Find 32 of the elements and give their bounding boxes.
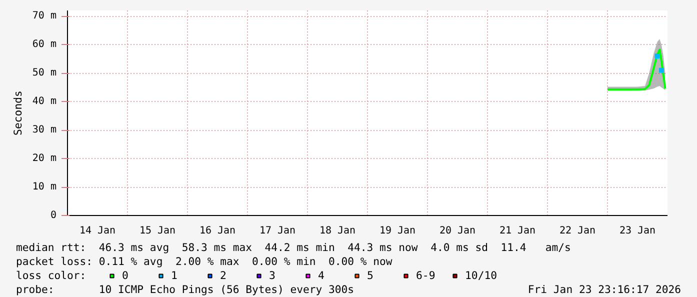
x-tick-label: 17 Jan <box>259 226 296 236</box>
x-tick-label: 14 Jan <box>79 226 116 236</box>
y-tick-label: 20 m <box>32 153 57 164</box>
legend-label: 5 <box>367 269 374 282</box>
y-tick-label: 30 m <box>32 124 57 136</box>
y-tick-label: 50 m <box>32 68 57 79</box>
x-tick-label: 22 Jan <box>559 226 596 236</box>
y-axis-title: Seconds <box>11 90 24 136</box>
y-tick-label: 70 m <box>32 10 57 22</box>
legend-title: loss color: <box>16 269 86 283</box>
legend-label: 10/10 <box>465 269 498 282</box>
y-tick-label: 60 m <box>32 39 57 50</box>
legend-label: 1 <box>171 269 178 282</box>
x-tick-label: 20 Jan <box>439 226 476 236</box>
x-tick-label: 23 Jan <box>619 226 656 236</box>
legend-label: 4 <box>318 269 326 282</box>
x-tick-label: 18 Jan <box>319 226 356 236</box>
legend-label: 6-9 <box>416 269 436 282</box>
x-tick-label: 16 Jan <box>199 226 236 236</box>
y-tick-label: 10 m <box>32 182 57 193</box>
legend-label: 0 <box>122 269 130 282</box>
text: Fri Jan 23 23:16:17 2026 <box>528 283 681 297</box>
text: median rtt: 46.3 ms avg 58.3 ms max 44.2 ms min 44.3 ms now 4.0 ms sd 11.4 am/s <box>16 241 571 255</box>
legend-label: 2 <box>220 269 228 282</box>
x-tick-label: 21 Jan <box>499 226 536 236</box>
y-tick-label: 40 m <box>32 96 57 108</box>
text: probe: 10 ICMP Echo Pings (56 Bytes) every 300s <box>16 283 354 297</box>
y-tick-label: 0 <box>50 210 57 221</box>
legend-label: 3 <box>269 269 276 282</box>
x-tick-label: 19 Jan <box>379 226 416 236</box>
text: packet loss: 0.11 % avg 2.00 % max 0.00 % min 0.00 % now <box>16 255 392 269</box>
x-tick-label: 15 Jan <box>139 226 176 236</box>
